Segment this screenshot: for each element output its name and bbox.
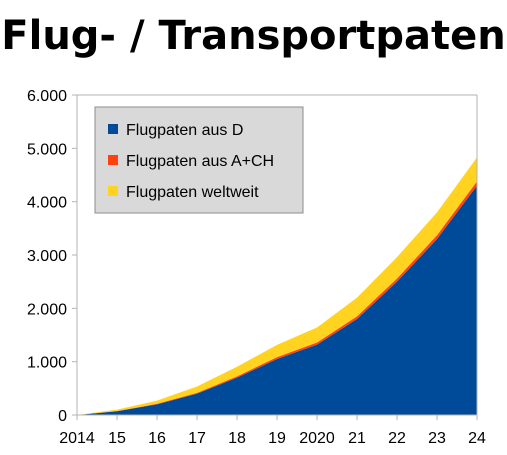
legend-swatch-3: [108, 186, 118, 196]
legend-swatch-2: [108, 155, 118, 165]
x-axis-ticks: 2014 15 16 17 18 19 2020 21 22 23 24: [59, 415, 486, 447]
y-tick-label: 5.000: [27, 141, 67, 158]
y-tick-label: 3.000: [27, 248, 67, 265]
x-tick-label: 21: [348, 430, 366, 447]
x-tick-label: 24: [468, 430, 486, 447]
x-tick-label: 23: [428, 430, 446, 447]
y-tick-label: 1.000: [27, 355, 67, 372]
chart-title: Flug- / Transportpaten: [1, 13, 506, 59]
legend-label-1: Flugpaten aus D: [126, 122, 243, 139]
y-axis-ticks: 0 1.000 2.000 3.000 4.000 5.000 6.000: [27, 88, 77, 425]
area-series-1: [77, 185, 477, 415]
x-tick-label: 18: [228, 430, 246, 447]
legend-label-2: Flugpaten aus A+CH: [126, 153, 274, 170]
x-tick-label: 2014: [59, 430, 95, 447]
y-tick-label: 0: [58, 408, 67, 425]
x-tick-label: 2020: [299, 430, 335, 447]
y-tick-label: 2.000: [27, 301, 67, 318]
x-tick-label: 17: [188, 430, 206, 447]
chart-axes: [72, 94, 478, 420]
legend-swatch-1: [108, 124, 118, 134]
x-tick-label: 15: [108, 430, 126, 447]
legend-box: [94, 106, 304, 214]
x-tick-label: 19: [268, 430, 286, 447]
x-tick-label: 22: [388, 430, 406, 447]
series-areas: [77, 157, 477, 415]
x-tick-label: 16: [148, 430, 166, 447]
y-tick-label: 4.000: [27, 195, 67, 212]
legend-label-3: Flugpaten weltweit: [126, 184, 259, 201]
legend: Flugpaten aus D Flugpaten aus A+CH Flugpat…: [94, 106, 304, 214]
y-tick-label: 6.000: [27, 88, 67, 105]
